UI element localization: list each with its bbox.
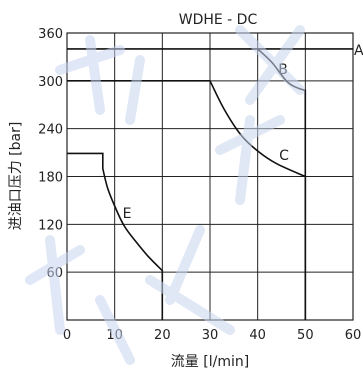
series-label-E: E — [123, 206, 132, 222]
series-label-C: C — [279, 148, 289, 164]
x-tick-label: 10 — [106, 328, 123, 343]
y-tick-label: 180 — [38, 171, 63, 186]
tick-labels: 0 10 20 30 40 50 60 60 120 180 240 300 360 — [38, 27, 361, 343]
chart-title: WDHE - DC — [179, 12, 258, 28]
x-axis-label: 流量 [l/min] — [171, 354, 249, 370]
x-tick-label: 30 — [202, 328, 219, 343]
x-tick-label: 60 — [345, 328, 362, 343]
x-tick-label: 0 — [63, 328, 71, 343]
series-labels: A B C E — [123, 43, 363, 222]
x-tick-label: 40 — [249, 328, 266, 343]
grid — [66, 32, 354, 320]
series-line-B — [257, 48, 307, 320]
series-label-B: B — [278, 62, 288, 78]
x-tick-label: 20 — [154, 328, 171, 343]
y-tick-label: 120 — [38, 218, 63, 233]
y-tick-label: 240 — [38, 123, 63, 138]
y-tick-label: 60 — [46, 266, 63, 281]
series-line-C — [67, 80, 307, 320]
series-label-A: A — [354, 43, 363, 59]
x-tick-label: 50 — [297, 328, 314, 343]
y-tick-label: 300 — [38, 75, 63, 90]
y-tick-label: 360 — [38, 27, 63, 42]
y-axis-label: 进油口压力 [bar] — [8, 122, 24, 231]
